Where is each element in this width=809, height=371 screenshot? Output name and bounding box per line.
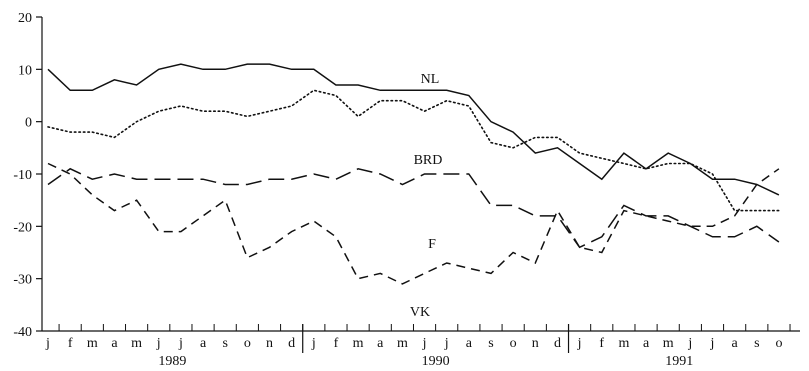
month-label: j — [710, 336, 715, 351]
month-label: a — [732, 336, 739, 351]
month-label: o — [244, 336, 251, 351]
month-label: m — [618, 336, 629, 351]
month-label: s — [754, 336, 759, 351]
year-label: 1989 — [158, 354, 186, 369]
month-label: j — [156, 336, 161, 351]
month-label: n — [532, 336, 539, 351]
month-label: a — [111, 336, 118, 351]
series-lines — [47, 63, 780, 285]
series-labels: NL BRD F VK — [410, 72, 443, 320]
series-label-f: F — [428, 237, 436, 252]
series-label-brd: BRD — [414, 153, 443, 168]
month-label: d — [288, 336, 295, 351]
series-line-nl — [47, 63, 780, 196]
y-tick-label: 10 — [18, 63, 32, 78]
y-tick-label: -30 — [13, 273, 32, 288]
y-axis: 20 10 0 -10 -20 -30 -40 — [13, 11, 43, 340]
month-label: j — [178, 336, 183, 351]
month-label: m — [87, 336, 98, 351]
year-label: 1991 — [665, 354, 693, 369]
y-tick-label: 20 — [18, 11, 32, 26]
y-tick-label: -20 — [13, 220, 32, 235]
month-label: m — [397, 336, 408, 351]
series-line-vk — [47, 162, 780, 285]
series-label-nl: NL — [421, 72, 440, 87]
y-tick-label: -10 — [13, 168, 32, 183]
y-tick-label: -40 — [13, 325, 32, 340]
month-label: j — [422, 336, 427, 351]
month-label: j — [687, 336, 692, 351]
month-label: a — [200, 336, 207, 351]
month-label: j — [444, 336, 449, 351]
month-label: d — [554, 336, 561, 351]
month-label: j — [311, 336, 316, 351]
series-label-vk: VK — [410, 305, 430, 320]
year-label: 1990 — [422, 354, 450, 369]
month-label: j — [577, 336, 582, 351]
month-label: n — [266, 336, 273, 351]
month-label: o — [510, 336, 517, 351]
month-label: a — [377, 336, 384, 351]
month-label: j — [45, 336, 50, 351]
y-tick-label: 0 — [25, 116, 32, 131]
month-label: o — [775, 336, 782, 351]
series-line-f — [47, 167, 780, 249]
month-label: a — [643, 336, 650, 351]
month-label: m — [663, 336, 674, 351]
month-label: s — [222, 336, 227, 351]
month-label: m — [131, 336, 142, 351]
series-line-brd — [47, 89, 780, 212]
month-label: f — [599, 336, 604, 351]
month-label: m — [353, 336, 364, 351]
month-label: f — [68, 336, 73, 351]
month-label: s — [488, 336, 493, 351]
month-label: f — [334, 336, 339, 351]
month-label: a — [466, 336, 473, 351]
